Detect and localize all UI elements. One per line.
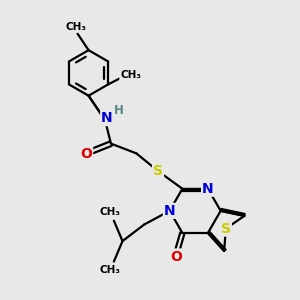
Text: S: S — [221, 222, 231, 236]
Text: H: H — [114, 104, 124, 117]
Text: N: N — [202, 182, 214, 196]
Text: CH₃: CH₃ — [65, 22, 86, 32]
Text: CH₃: CH₃ — [120, 70, 141, 80]
Text: O: O — [171, 250, 182, 263]
Text: S: S — [153, 164, 163, 178]
Text: CH₃: CH₃ — [100, 265, 121, 275]
Text: N: N — [164, 204, 176, 218]
Text: CH₃: CH₃ — [100, 207, 121, 217]
Text: O: O — [80, 147, 92, 161]
Text: N: N — [101, 111, 113, 125]
